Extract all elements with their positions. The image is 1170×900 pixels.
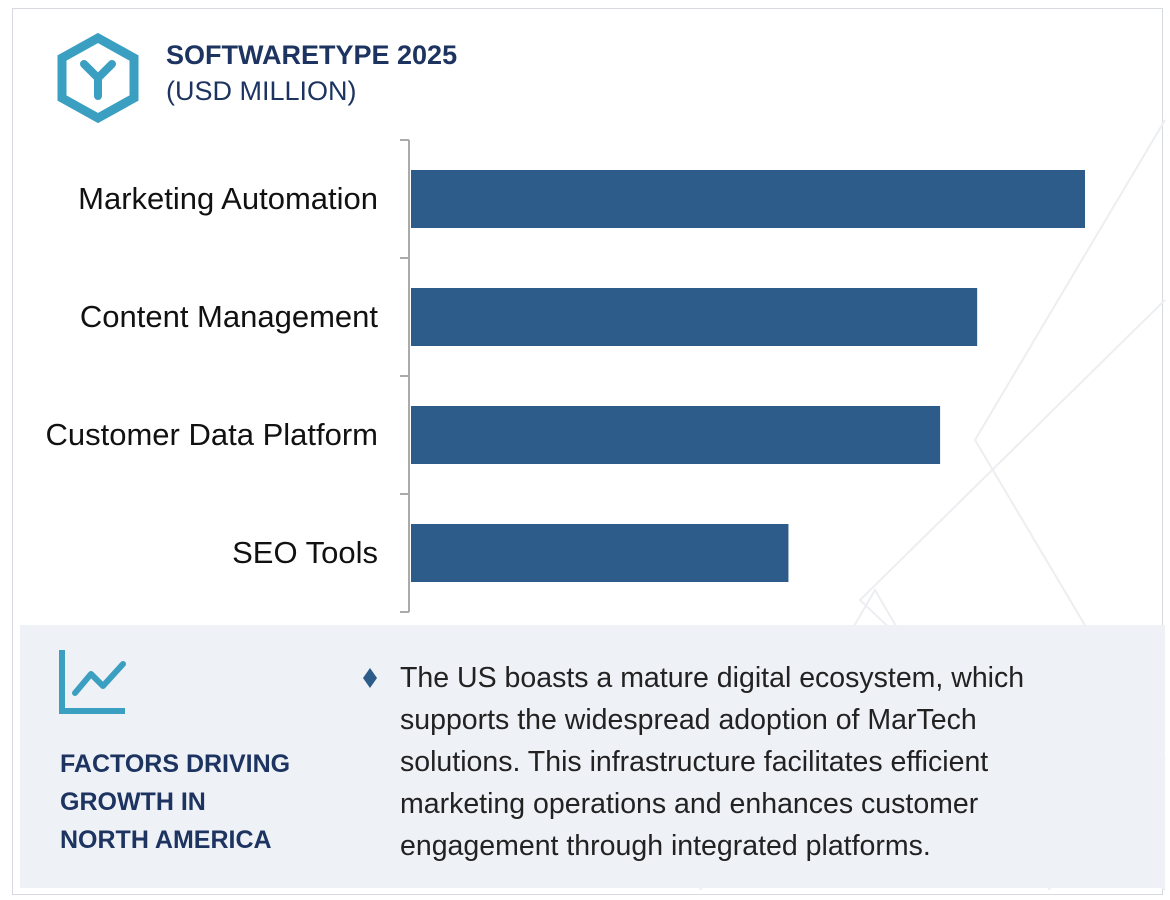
frame: [12, 8, 1163, 895]
heading-line: GROWTH IN: [60, 788, 206, 816]
title: SOFTWARETYPE 2025: [166, 40, 458, 70]
category-label: Customer Data Platform: [45, 417, 379, 452]
subtitle: (USD MILLION): [166, 76, 357, 106]
info-panel: [20, 625, 1165, 888]
bar: [411, 406, 941, 464]
bar: [411, 170, 1085, 228]
panel-text: The US boasts a mature digital ecosystem…: [400, 662, 1025, 862]
category-label: Content Management: [79, 299, 378, 334]
category-label: SEO Tools: [232, 535, 378, 570]
heading-line: NORTH AMERICA: [60, 826, 272, 854]
bar: [411, 524, 789, 582]
chart: [400, 139, 1085, 613]
category-label: Marketing Automation: [78, 181, 378, 216]
bar: [411, 288, 978, 346]
trend-icon: [59, 650, 126, 714]
panel-heading: FACTORS DRIVING GROWTH IN NORTH AMERICA: [60, 745, 290, 859]
bullet: [363, 668, 377, 688]
heading-line: FACTORS DRIVING: [60, 750, 291, 778]
